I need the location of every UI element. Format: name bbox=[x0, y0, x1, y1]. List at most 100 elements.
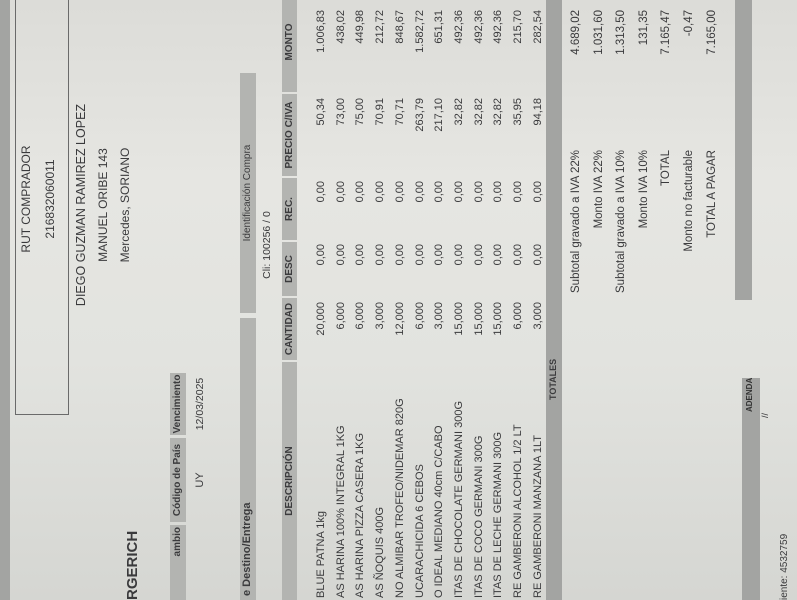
item-surcharge: 0,00 bbox=[433, 181, 446, 203]
item-quantity: 3,000 bbox=[374, 302, 387, 330]
total-label: TOTAL bbox=[660, 150, 673, 186]
item-quantity: 3,000 bbox=[433, 302, 446, 330]
item-quantity: 15,000 bbox=[472, 302, 485, 336]
total-line: TOTAL A PAGAR 7.165,00 bbox=[705, 0, 719, 600]
item-unit-price: 94,18 bbox=[531, 98, 544, 126]
header-codigo-pais: Código de País bbox=[170, 438, 186, 522]
total-label: Monto IVA 22% bbox=[592, 150, 605, 229]
total-line: Monto IVA 10% 131,35 bbox=[637, 0, 651, 600]
item-discount: 0,00 bbox=[492, 244, 505, 266]
country-code: UY bbox=[194, 472, 206, 488]
item-amount: 215,70 bbox=[512, 10, 524, 44]
item-amount: 492,36 bbox=[492, 10, 505, 44]
item-amount: 1.006,83 bbox=[315, 10, 327, 53]
item-description: AS ÑOQUIS 400G bbox=[374, 506, 387, 598]
item-discount: 0,00 bbox=[315, 244, 327, 266]
table-row: BLUE PATNA 1kg 20,000 0,00 0,00 50,34 1.006,8… bbox=[314, 0, 328, 600]
buyer-address: MANUEL ORIBE 143 bbox=[96, 148, 110, 262]
table-row: RE GAMBERONI MANZANA 1LT 3,000 0,00 0,00 94,… bbox=[531, 0, 545, 600]
destino-header: e Destino/Entrega bbox=[240, 318, 256, 600]
item-unit-price: 35,95 bbox=[512, 98, 524, 126]
table-row: UCARACHICIDA 6 CEBOS 6,000 0,00 0,00 263,79 1… bbox=[413, 0, 427, 600]
item-unit-price: 32,82 bbox=[452, 98, 465, 126]
item-unit-price: 263,79 bbox=[413, 98, 426, 132]
table-row: AS HARINA PIZZA CASERA 1KG 6,000 0,00 0,00 7… bbox=[353, 0, 367, 600]
item-quantity: 6,000 bbox=[334, 302, 347, 330]
item-amount: 212,72 bbox=[374, 10, 387, 44]
item-amount: 492,36 bbox=[472, 10, 485, 44]
rut-label: RUT COMPRADOR bbox=[19, 145, 33, 253]
buyer-name: DIEGO GUZMAN RAMIREZ LOPEZ bbox=[74, 103, 88, 307]
item-discount: 0,00 bbox=[393, 244, 406, 266]
col-descripcion: DESCRIPCIÓN bbox=[282, 362, 297, 600]
item-discount: 0,00 bbox=[354, 244, 367, 266]
item-description: BLUE PATNA 1kg bbox=[315, 510, 327, 598]
item-description: ITAS DE CHOCOLATE GERMANI 300G bbox=[452, 400, 465, 598]
item-surcharge: 0,00 bbox=[531, 181, 544, 203]
adenda-title: ADENDA bbox=[745, 377, 754, 412]
item-surcharge: 0,00 bbox=[315, 181, 327, 203]
item-surcharge: 0,00 bbox=[472, 181, 485, 203]
total-line: TOTAL 7.165,47 bbox=[659, 0, 673, 600]
total-value: 131,35 bbox=[637, 10, 650, 46]
item-surcharge: 0,00 bbox=[393, 181, 406, 203]
total-label: Monto IVA 10% bbox=[637, 150, 650, 229]
col-desc: DESC bbox=[282, 242, 297, 296]
item-amount: 282,54 bbox=[531, 10, 544, 44]
col-precio: PRECIO C/IVA bbox=[282, 94, 297, 176]
item-quantity: 12,000 bbox=[393, 302, 406, 336]
total-label: Subtotal gravado a IVA 22% bbox=[570, 150, 582, 293]
table-row: AS HARINA 100% INTEGRAL 1KG 6,000 0,00 0,00… bbox=[334, 0, 348, 600]
item-quantity: 15,000 bbox=[492, 302, 505, 336]
item-description: UCARACHICIDA 6 CEBOS bbox=[413, 464, 426, 598]
item-discount: 0,00 bbox=[433, 244, 446, 266]
item-description: O IDEAL MEDIANO 40cm C/CABO bbox=[433, 425, 446, 598]
adenda-client: iente: 4532759 bbox=[779, 533, 790, 600]
item-discount: 0,00 bbox=[374, 244, 387, 266]
totales-title: TOTALES bbox=[548, 358, 558, 400]
item-surcharge: 0,00 bbox=[413, 181, 426, 203]
item-unit-price: 75,00 bbox=[354, 98, 367, 126]
item-unit-price: 70,91 bbox=[374, 98, 387, 126]
table-row: AS ÑOQUIS 400G 3,000 0,00 0,00 70,91 212,72 bbox=[373, 0, 387, 600]
item-surcharge: 0,00 bbox=[452, 181, 465, 203]
item-amount: 651,31 bbox=[433, 10, 446, 44]
table-row: NO ALMIBAR TROFEO/NIDEMAR 820G 12,000 0,00… bbox=[393, 0, 407, 600]
total-value: 4.689,02 bbox=[570, 10, 582, 55]
item-description: RE GAMBERONI ALCOHOL 1/2 LT bbox=[512, 424, 524, 598]
item-unit-price: 50,34 bbox=[315, 98, 327, 126]
item-discount: 0,00 bbox=[472, 244, 485, 266]
item-surcharge: 0,00 bbox=[374, 181, 387, 203]
header-vencimiento: Vencimiento bbox=[170, 373, 186, 435]
total-value: 7.165,47 bbox=[660, 10, 673, 55]
item-amount: 1.582,72 bbox=[413, 10, 426, 53]
item-unit-price: 73,00 bbox=[334, 98, 347, 126]
identificacion-header: Identificación Compra bbox=[240, 73, 256, 313]
total-line: Subtotal gravado a IVA 22% 4.689,02 bbox=[569, 0, 583, 600]
total-value: 1.031,60 bbox=[592, 10, 605, 55]
item-quantity: 20,000 bbox=[315, 302, 327, 336]
item-discount: 0,00 bbox=[334, 244, 347, 266]
total-value: 1.313,50 bbox=[615, 10, 628, 55]
item-description: AS HARINA PIZZA CASERA 1KG bbox=[354, 432, 367, 598]
table-row: O IDEAL MEDIANO 40cm C/CABO 3,000 0,00 0,00… bbox=[432, 0, 446, 600]
item-surcharge: 0,00 bbox=[334, 181, 347, 203]
table-row: ITAS DE LECHE GERMANI 300G 15,000 0,00 0,00… bbox=[491, 0, 505, 600]
table-row: ITAS DE CHOCOLATE GERMANI 300G 15,000 0,00… bbox=[452, 0, 466, 600]
top-border-bar bbox=[0, 0, 10, 600]
rut-value: 216832060011 bbox=[43, 159, 57, 239]
table-row: RE GAMBERONI ALCOHOL 1/2 LT 6,000 0,00 0,00… bbox=[511, 0, 525, 600]
item-quantity: 6,000 bbox=[512, 302, 524, 330]
item-description: ITAS DE COCO GERMANI 300G bbox=[472, 435, 485, 598]
due-date: 12/03/2025 bbox=[194, 377, 206, 431]
total-line: Monto IVA 22% 1.031,60 bbox=[592, 0, 606, 600]
right-gray-bar bbox=[735, 0, 752, 300]
adenda-bar: ADENDA bbox=[742, 378, 760, 600]
item-description: ITAS DE LECHE GERMANI 300G bbox=[492, 431, 505, 598]
total-label: TOTAL A PAGAR bbox=[705, 150, 718, 238]
total-value: -0,47 bbox=[683, 10, 695, 37]
totales-bar: TOTALES bbox=[546, 0, 562, 600]
item-discount: 0,00 bbox=[413, 244, 426, 266]
item-description: RE GAMBERONI MANZANA 1LT bbox=[531, 435, 544, 598]
